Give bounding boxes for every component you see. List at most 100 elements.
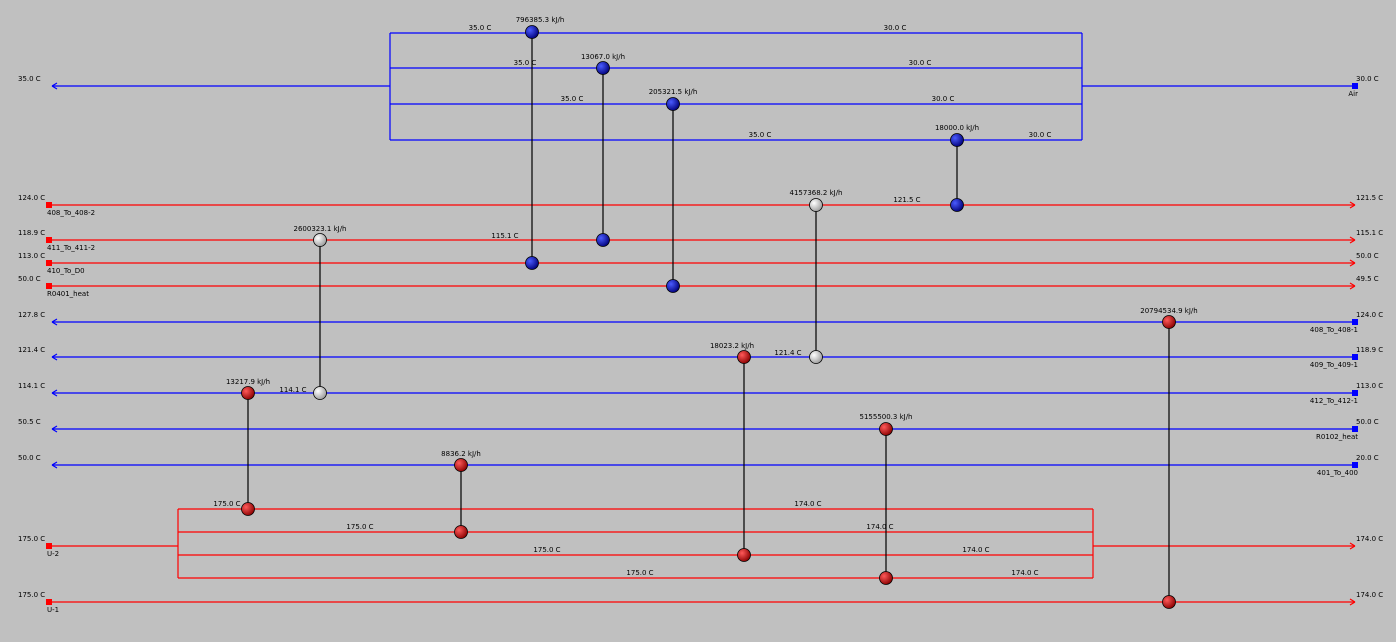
stream-name: Air — [1348, 90, 1358, 98]
stream-temp: 174.0 C — [1356, 591, 1383, 599]
arrow-head — [1349, 259, 1356, 267]
exchanger — [313, 386, 327, 400]
branch-temp: 35.0 C — [561, 95, 584, 103]
stream-temp: 124.0 C — [18, 194, 45, 202]
stream-temp: 175.0 C — [18, 591, 45, 599]
branch-temp: 30.0 C — [932, 95, 955, 103]
stream-source — [46, 202, 52, 208]
stream-temp: 124.0 C — [1356, 311, 1383, 319]
exchanger-duty: 18023.2 kJ/h — [710, 342, 754, 350]
exchanger-duty: 13217.9 kJ/h — [226, 378, 270, 386]
stream-source — [46, 237, 52, 243]
branch-temp: 174.0 C — [1011, 569, 1038, 577]
stream-temp: 50.0 C — [18, 454, 41, 462]
stream-name: 409_To_409-1 — [1310, 361, 1358, 369]
stream-name: R0102_heat — [1316, 433, 1358, 441]
arrow-head — [1349, 598, 1356, 606]
stream-name: 408_To_408-2 — [47, 209, 95, 217]
stream-source — [1352, 319, 1358, 325]
stream-name: R0401_heat — [47, 290, 89, 298]
branch-temp: 30.0 C — [909, 59, 932, 67]
arrow-head — [1349, 236, 1356, 244]
stream-temp: 121.5 C — [1356, 194, 1383, 202]
branch-temp: 30.0 C — [1029, 131, 1052, 139]
stream-temp: 35.0 C — [18, 75, 41, 83]
stream-name: 410_To_D0 — [47, 267, 85, 275]
stream-source — [1352, 354, 1358, 360]
exchanger-duty: 20794534.9 kJ/h — [1140, 307, 1197, 315]
stream-temp: 50.5 C — [18, 418, 41, 426]
arrow-head — [51, 353, 58, 361]
branch-temp: 35.0 C — [469, 24, 492, 32]
arrow-head — [1349, 201, 1356, 209]
stream-temp: 30.0 C — [1356, 75, 1379, 83]
intermediate-temp: 115.1 C — [491, 232, 518, 240]
exchanger-duty: 13067.0 kJ/h — [581, 53, 625, 61]
stream-name: 401_To_400 — [1317, 469, 1358, 477]
stream-source — [1352, 462, 1358, 468]
intermediate-temp: 121.4 C — [774, 349, 801, 357]
exchanger-duty: 5155500.3 kJ/h — [860, 413, 913, 421]
stream-temp: 118.9 C — [1356, 346, 1383, 354]
stream-source — [1352, 83, 1358, 89]
stream-temp: 50.0 C — [1356, 418, 1379, 426]
exchanger — [313, 233, 327, 247]
stream-temp: 174.0 C — [1356, 535, 1383, 543]
exchanger — [241, 386, 255, 400]
branch-temp: 174.0 C — [866, 523, 893, 531]
intermediate-temp: 114.1 C — [279, 386, 306, 394]
stream-name: U-1 — [47, 606, 59, 614]
arrow-head — [51, 82, 58, 90]
exchanger — [737, 548, 751, 562]
stream-source — [46, 260, 52, 266]
intermediate-temp: 121.5 C — [893, 196, 920, 204]
stream-temp: 114.1 C — [18, 382, 45, 390]
exchanger-duty: 18000.0 kJ/h — [935, 124, 979, 132]
branch-temp: 175.0 C — [533, 546, 560, 554]
exchanger — [454, 525, 468, 539]
exchanger — [950, 198, 964, 212]
arrow-head — [1349, 542, 1356, 550]
stream-temp: 113.0 C — [1356, 382, 1383, 390]
exchanger-duty: 8836.2 kJ/h — [441, 450, 481, 458]
stream-source — [1352, 390, 1358, 396]
exchanger — [525, 256, 539, 270]
exchanger-duty: 205321.5 kJ/h — [649, 88, 698, 96]
branch-temp: 35.0 C — [514, 59, 537, 67]
exchanger — [879, 422, 893, 436]
stream-name: 412_To_412-1 — [1310, 397, 1358, 405]
stream-temp: 121.4 C — [18, 346, 45, 354]
exchanger — [737, 350, 751, 364]
stream-temp: 118.9 C — [18, 229, 45, 237]
stream-name: 411_To_411-2 — [47, 244, 95, 252]
exchanger — [950, 133, 964, 147]
branch-temp: 174.0 C — [962, 546, 989, 554]
exchanger — [879, 571, 893, 585]
stream-temp: 20.0 C — [1356, 454, 1379, 462]
stream-temp: 175.0 C — [18, 535, 45, 543]
exchanger — [596, 233, 610, 247]
arrow-head — [1349, 282, 1356, 290]
stream-source — [46, 599, 52, 605]
arrow-head — [51, 461, 58, 469]
stream-temp: 50.0 C — [18, 275, 41, 283]
stream-temp: 50.0 C — [1356, 252, 1379, 260]
stream-name: U-2 — [47, 550, 59, 558]
stream-source — [1352, 426, 1358, 432]
exchanger — [596, 61, 610, 75]
arrow-head — [51, 389, 58, 397]
exchanger — [666, 97, 680, 111]
exchanger — [454, 458, 468, 472]
branch-temp: 35.0 C — [749, 131, 772, 139]
arrow-head — [51, 425, 58, 433]
exchanger — [809, 198, 823, 212]
stream-name: 408_To_408-1 — [1310, 326, 1358, 334]
stream-temp: 127.8 C — [18, 311, 45, 319]
exchanger — [809, 350, 823, 364]
exchanger — [525, 25, 539, 39]
stream-source — [46, 283, 52, 289]
exchanger — [241, 502, 255, 516]
branch-temp: 30.0 C — [884, 24, 907, 32]
exchanger — [1162, 595, 1176, 609]
